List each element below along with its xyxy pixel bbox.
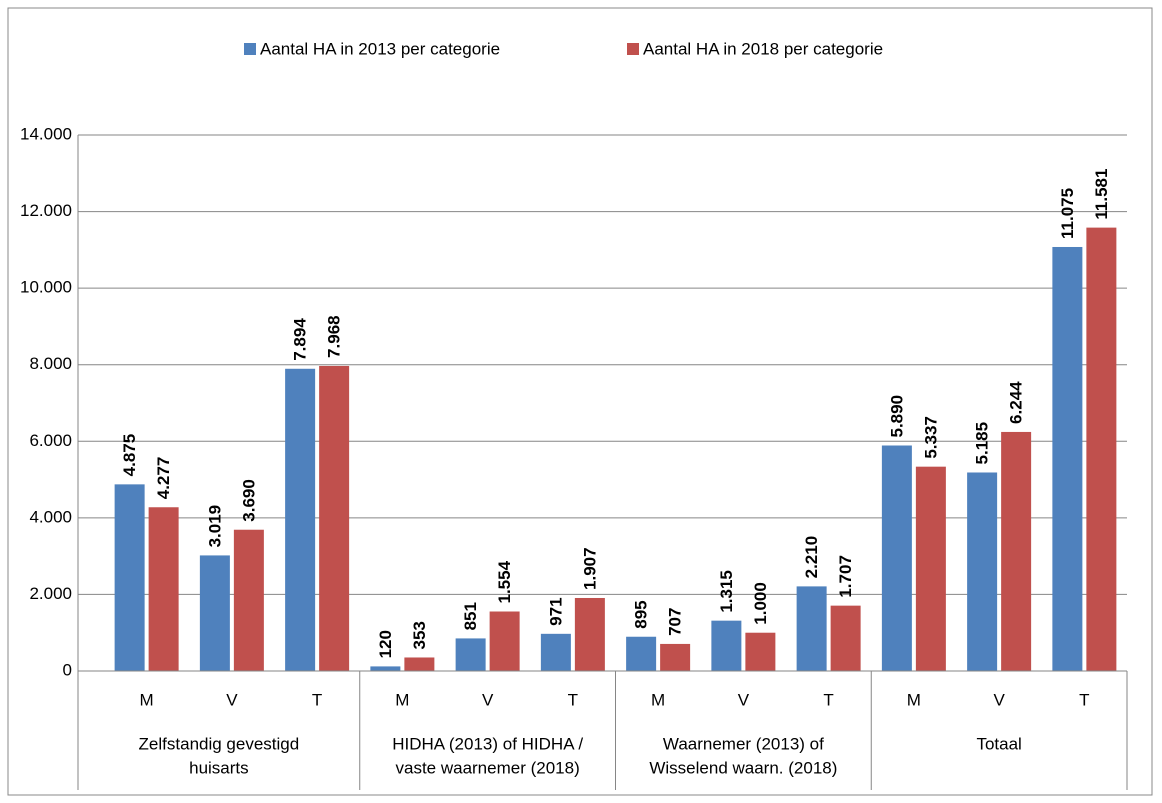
bar — [319, 365, 350, 671]
y-tick-label: 12.000 — [20, 201, 72, 220]
value-label: 3.019 — [205, 505, 224, 548]
value-label: 4.277 — [154, 457, 173, 500]
bar — [455, 638, 486, 671]
bar — [967, 472, 998, 671]
bar — [199, 555, 230, 671]
legend-swatch — [627, 43, 639, 55]
y-tick-label: 2.000 — [29, 584, 72, 603]
bar — [404, 657, 435, 671]
group-label: HIDHA (2013) of HIDHA / — [392, 734, 583, 753]
bar — [830, 605, 861, 671]
group-label: vaste waarnemer (2018) — [395, 758, 579, 777]
legend-label: Aantal HA in 2013 per categorie — [260, 39, 500, 58]
value-label: 5.337 — [921, 416, 940, 459]
bar — [626, 636, 657, 671]
value-label: 7.894 — [291, 318, 310, 361]
y-tick-label: 8.000 — [29, 354, 72, 373]
bar — [796, 586, 827, 671]
value-label: 1.907 — [580, 547, 599, 590]
bar — [881, 445, 912, 671]
bar — [660, 643, 691, 671]
x-tick-label: T — [1079, 690, 1089, 709]
x-tick-label: V — [226, 690, 238, 709]
value-label: 1.315 — [717, 570, 736, 613]
value-label: 11.581 — [1092, 169, 1111, 220]
x-tick-label: T — [312, 690, 322, 709]
value-label: 7.968 — [325, 315, 344, 358]
legend-swatch — [244, 43, 256, 55]
bar — [148, 507, 179, 671]
value-label: 851 — [461, 602, 480, 630]
y-tick-label: 14.000 — [20, 124, 72, 143]
bar — [540, 633, 571, 671]
x-tick-label: M — [907, 690, 921, 709]
y-tick-label: 0 — [63, 660, 72, 679]
x-tick-label: M — [140, 690, 154, 709]
x-tick-label: T — [823, 690, 833, 709]
bar — [915, 466, 946, 671]
value-label: 3.690 — [239, 479, 258, 522]
x-tick-label: V — [993, 690, 1005, 709]
bar — [285, 368, 316, 671]
y-tick-label: 10.000 — [20, 278, 72, 297]
value-label: 353 — [410, 621, 429, 649]
value-label: 4.875 — [120, 434, 139, 477]
group-label: Wisselend waarn. (2018) — [649, 758, 837, 777]
bar — [745, 632, 776, 671]
bar — [1086, 227, 1117, 671]
value-label: 11.075 — [1058, 188, 1077, 239]
bar — [1001, 431, 1032, 671]
x-tick-label: M — [651, 690, 665, 709]
x-tick-label: V — [482, 690, 494, 709]
value-label: 1.000 — [751, 582, 770, 625]
group-label: Zelfstandig gevestigd — [139, 734, 300, 753]
group-label: Waarnemer (2013) of — [663, 734, 824, 753]
group-label: Totaal — [976, 734, 1021, 753]
bar — [233, 529, 264, 671]
value-label: 707 — [666, 608, 685, 636]
value-label: 895 — [632, 600, 651, 628]
y-tick-label: 6.000 — [29, 431, 72, 450]
bar — [574, 597, 605, 671]
chart-frame — [7, 7, 1153, 796]
y-tick-label: 4.000 — [29, 507, 72, 526]
x-tick-label: M — [395, 690, 409, 709]
value-label: 5.890 — [887, 395, 906, 438]
bar — [370, 666, 401, 671]
bar — [711, 620, 742, 671]
value-label: 2.210 — [802, 536, 821, 579]
value-label: 120 — [376, 630, 395, 658]
bar — [1052, 246, 1083, 671]
value-label: 1.707 — [836, 555, 855, 598]
value-label: 5.185 — [973, 422, 992, 465]
x-tick-label: T — [568, 690, 578, 709]
legend-label: Aantal HA in 2018 per categorie — [643, 39, 883, 58]
x-tick-label: V — [738, 690, 750, 709]
value-label: 6.244 — [1007, 381, 1026, 424]
bar — [489, 611, 520, 671]
value-label: 1.554 — [495, 560, 514, 603]
value-label: 971 — [546, 597, 565, 625]
group-label: huisarts — [189, 758, 249, 777]
bar — [114, 484, 145, 671]
